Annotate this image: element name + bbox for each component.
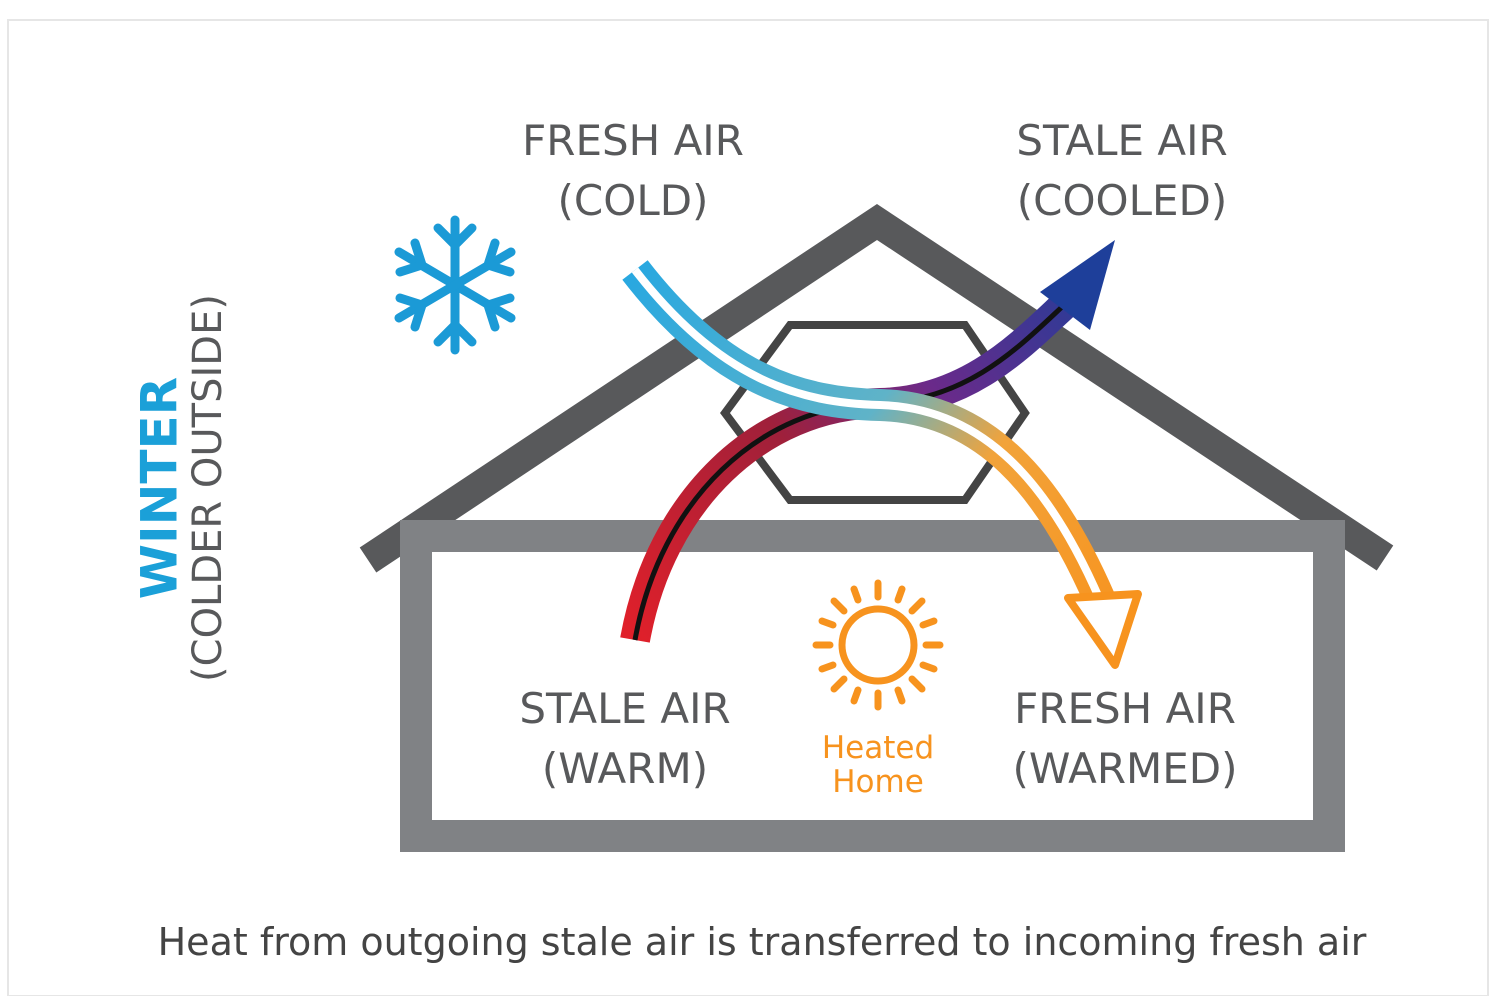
center-label: Home [832, 764, 924, 800]
caption: Heat from outgoing stale air is transfer… [158, 920, 1367, 964]
snowflake-icon [399, 220, 511, 350]
label-line: (COLD) [558, 176, 709, 225]
label-line: (WARM) [542, 744, 708, 793]
label-line: FRESH AIR [1014, 684, 1236, 733]
season-subtitle: (COLDER OUTSIDE) [185, 294, 231, 682]
label-line: FRESH AIR [522, 116, 744, 165]
label-line: STALE AIR [519, 684, 730, 733]
sun-icon [816, 583, 940, 707]
label-line: STALE AIR [1016, 116, 1227, 165]
label-line: (COOLED) [1017, 176, 1228, 225]
diagram: WINTER (COLDER OUTSIDE) FRESH AIR (COLD)… [0, 0, 1495, 996]
season-title: WINTER [131, 377, 189, 599]
page: WINTER (COLDER OUTSIDE) FRESH AIR (COLD)… [0, 0, 1495, 996]
center-label: Heated [822, 730, 934, 766]
fresh-air-arrowhead [1068, 594, 1138, 665]
label-line: (WARMED) [1012, 744, 1237, 793]
